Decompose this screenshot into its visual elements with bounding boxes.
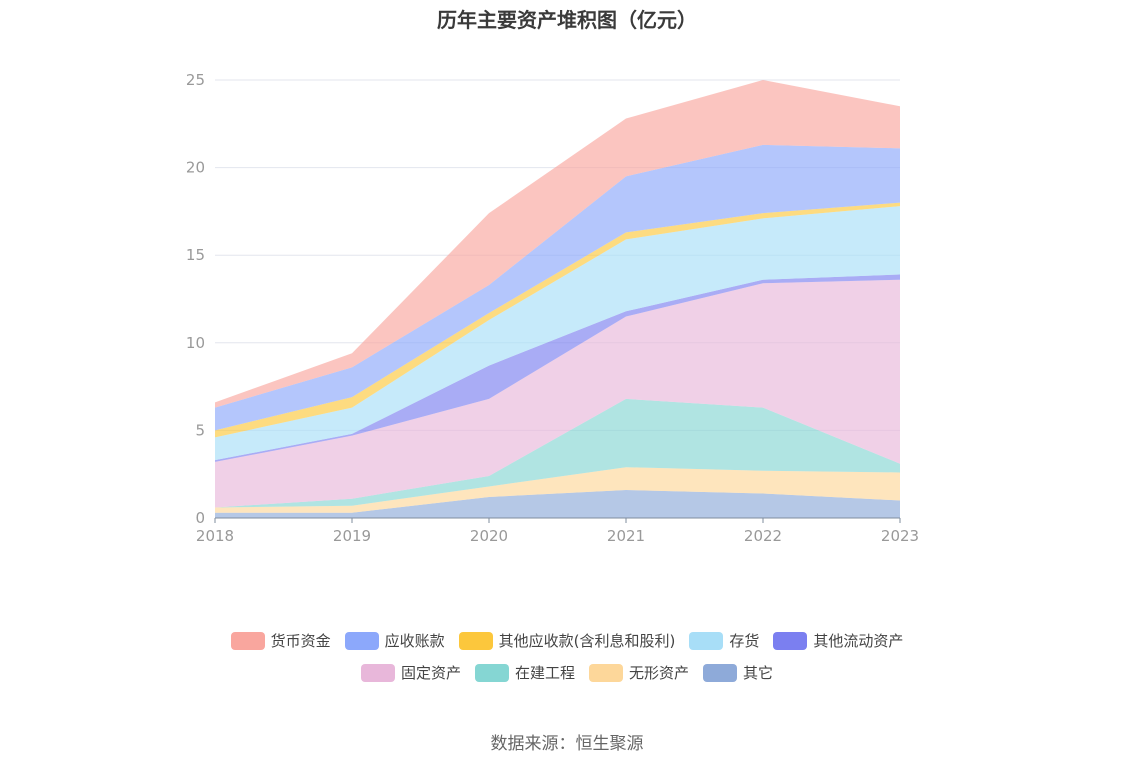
y-tick-label: 10 [186,334,205,352]
x-tick-label: 2021 [607,527,645,545]
legend-label: 其他流动资产 [813,632,904,650]
legend-swatch [458,631,493,650]
legend-row-2: 固定资产 在建工程 无形资产 其它 [0,662,1134,683]
legend-item[interactable]: 其他流动资产 [773,630,903,651]
legend-item[interactable]: 货币资金 [230,630,331,651]
legend-item[interactable]: 在建工程 [474,662,575,683]
area-series-在建工程 [215,398,900,508]
stacked-area-chart: 0 5 10 15 20 25 2018 2019 2020 2021 2022 2023 [186,71,919,545]
legend-item[interactable]: 无形资产 [589,662,689,683]
legend-label: 存货 [729,632,760,650]
y-tick-label: 20 [186,159,205,177]
legend-swatch [773,631,808,650]
y-tick-label: 25 [186,71,205,89]
legend-swatch [344,631,379,650]
y-tick-label: 15 [186,246,205,264]
y-tick-label: 5 [195,421,205,439]
legend-swatch [703,663,738,682]
chart-legend: 货币资金 应收账款 其他应收款(含利息和股利) 存货 其他流动资产 固定资产 在建工程 无形… [0,630,1134,694]
chart-title: 历年主要资产堆积图（亿元） [437,8,697,32]
legend-swatch [689,631,724,650]
area-series-货币资金 [215,80,900,408]
x-tick-label: 2023 [881,527,919,545]
legend-row-1: 货币资金 应收账款 其他应收款(含利息和股利) 存货 其他流动资产 [0,630,1134,651]
area-series-其它 [215,489,900,518]
x-tick-label: 2018 [196,527,234,545]
x-tick-label: 2019 [333,527,371,545]
x-tick-label: 2020 [470,527,508,545]
legend-item[interactable]: 固定资产 [360,662,461,683]
legend-swatch [589,663,623,682]
legend-label: 其它 [743,664,774,682]
legend-item[interactable]: 应收账款 [344,630,445,651]
legend-swatch [230,631,265,650]
legend-label: 在建工程 [514,664,575,682]
legend-swatch [474,663,509,682]
legend-label: 其他应收款(含利息和股利) [498,632,676,650]
area-series-固定资产 [215,279,900,508]
legend-label: 固定资产 [400,664,461,682]
area-series-其他应收款(含利息和股利) [215,202,900,438]
legend-label: 货币资金 [270,632,331,650]
legend-item[interactable]: 其他应收款(含利息和股利) [458,630,676,651]
legend-label: 无形资产 [629,664,690,682]
area-series-应收账款 [215,144,900,431]
legend-label: 应收账款 [384,632,445,650]
legend-item[interactable]: 其它 [703,662,773,683]
area-series-存货 [215,206,900,461]
area-series-无形资产 [215,467,900,513]
data-source: 数据来源：恒生聚源 [490,734,644,754]
legend-item[interactable]: 存货 [689,630,759,651]
y-tick-label: 0 [195,509,205,527]
legend-swatch [360,663,395,682]
x-tick-label: 2022 [744,527,782,545]
